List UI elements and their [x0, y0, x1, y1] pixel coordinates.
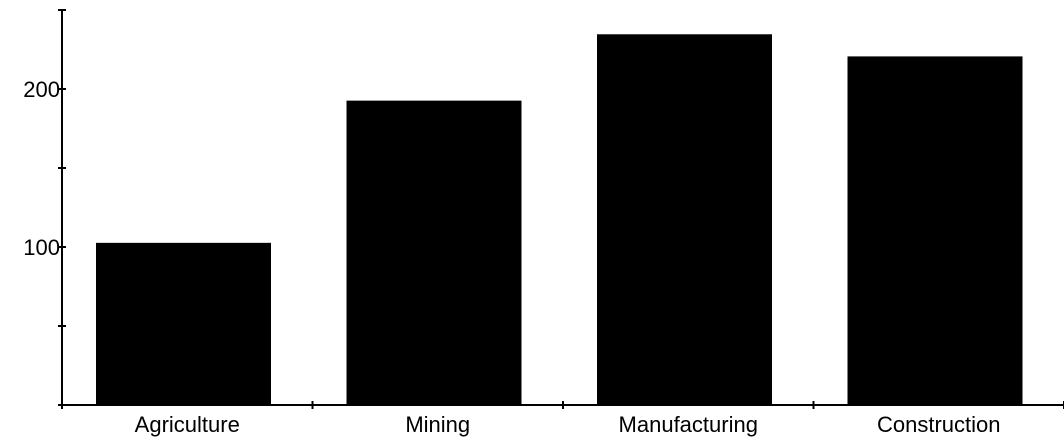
bars [96, 34, 1023, 407]
bar-manufacturing [597, 34, 772, 406]
bar-agriculture [96, 242, 271, 406]
y-ticks: 100 200 [23, 9, 66, 406]
category-label: Construction [877, 412, 1001, 437]
category-label: Manufacturing [619, 412, 758, 437]
bar-mining [346, 100, 522, 406]
y-tick-label: 200 [23, 77, 60, 102]
x-ticks [61, 401, 1064, 409]
category-label: Agriculture [135, 412, 240, 437]
bar-construction [847, 56, 1023, 407]
y-tick-label: 100 [23, 235, 60, 260]
y-axis: 100 200 [23, 9, 66, 406]
category-label: Mining [405, 412, 470, 437]
category-labels: Agriculture Mining Manufacturing Constructi… [135, 412, 1001, 437]
